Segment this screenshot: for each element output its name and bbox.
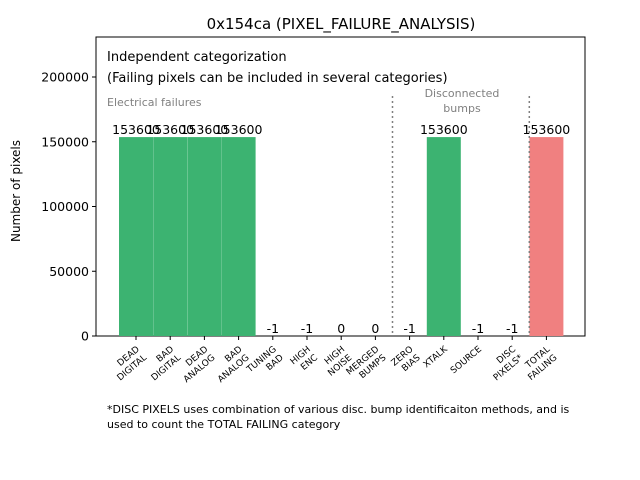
bar-value-label: -1 — [472, 321, 484, 336]
group-label-disconnected-line1: Disconnected — [425, 87, 500, 100]
x-tick-label: DISCPIXELS* — [485, 344, 526, 383]
header-line-2: (Failing pixels can be included in sever… — [107, 71, 448, 86]
bar-value-label: 153600 — [420, 122, 468, 137]
bar-value-label: 153600 — [112, 122, 160, 137]
bar-value-label: -1 — [506, 321, 518, 336]
x-tick-label: DEADANALOG — [175, 345, 218, 385]
footnote-line-1: *DISC PIXELS uses combination of various… — [107, 403, 570, 416]
chart-title: 0x154ca (PIXEL_FAILURE_ANALYSIS) — [207, 15, 476, 34]
x-tick-label: SOURCE — [449, 344, 484, 376]
separators-group — [391, 96, 531, 336]
bar-value-label: 153600 — [523, 122, 571, 137]
bar — [187, 137, 222, 336]
x-tick-label: HIGHENC — [289, 345, 320, 376]
y-tick-label: 150000 — [41, 134, 89, 149]
x-tick-label: BADDIGITAL — [143, 345, 184, 384]
bar-value-label: -1 — [301, 321, 313, 336]
group-label-electrical: Electrical failures — [107, 96, 202, 109]
bars-group — [119, 137, 564, 336]
bar-value-label: -1 — [267, 321, 279, 336]
y-axis: 0 50000 100000 150000 200000 — [41, 70, 96, 344]
x-tick-label: ZEROBIAS — [390, 344, 423, 376]
y-tick-label: 50000 — [49, 264, 89, 279]
bar-value-label: 0 — [371, 321, 379, 336]
bar — [153, 137, 188, 336]
x-tick-label: TUNINGBAD — [245, 345, 286, 384]
header-line-1: Independent categorization — [107, 50, 287, 65]
group-label-disconnected-line2: bumps — [443, 102, 481, 115]
bar — [529, 137, 564, 336]
y-tick-label: 200000 — [41, 70, 89, 85]
bar-value-label: 153600 — [181, 122, 229, 137]
footnote-line-2: used to count the TOTAL FAILING category — [107, 418, 341, 431]
x-tick-label: BADANALOG — [209, 345, 252, 385]
bar — [426, 137, 461, 336]
x-tick-label: MERGEDBUMPS — [345, 344, 389, 386]
y-axis-label: Number of pixels — [9, 140, 23, 242]
bar-value-label: 0 — [337, 321, 345, 336]
y-tick-label: 0 — [81, 329, 89, 344]
bar-value-label: 153600 — [215, 122, 263, 137]
bar-value-label: 153600 — [146, 122, 194, 137]
x-tick-label: DEADDIGITAL — [109, 345, 149, 384]
bar — [221, 137, 256, 336]
x-tick-label: XTALK — [422, 344, 451, 370]
bar-value-label: -1 — [403, 321, 415, 336]
y-tick-label: 100000 — [41, 199, 89, 214]
x-tick-label: TOTALFAILING — [519, 345, 559, 383]
x-axis: DEADDIGITAL BADDIGITAL DEADANALOG BADANALOG… — [109, 336, 559, 386]
bar — [119, 137, 153, 336]
